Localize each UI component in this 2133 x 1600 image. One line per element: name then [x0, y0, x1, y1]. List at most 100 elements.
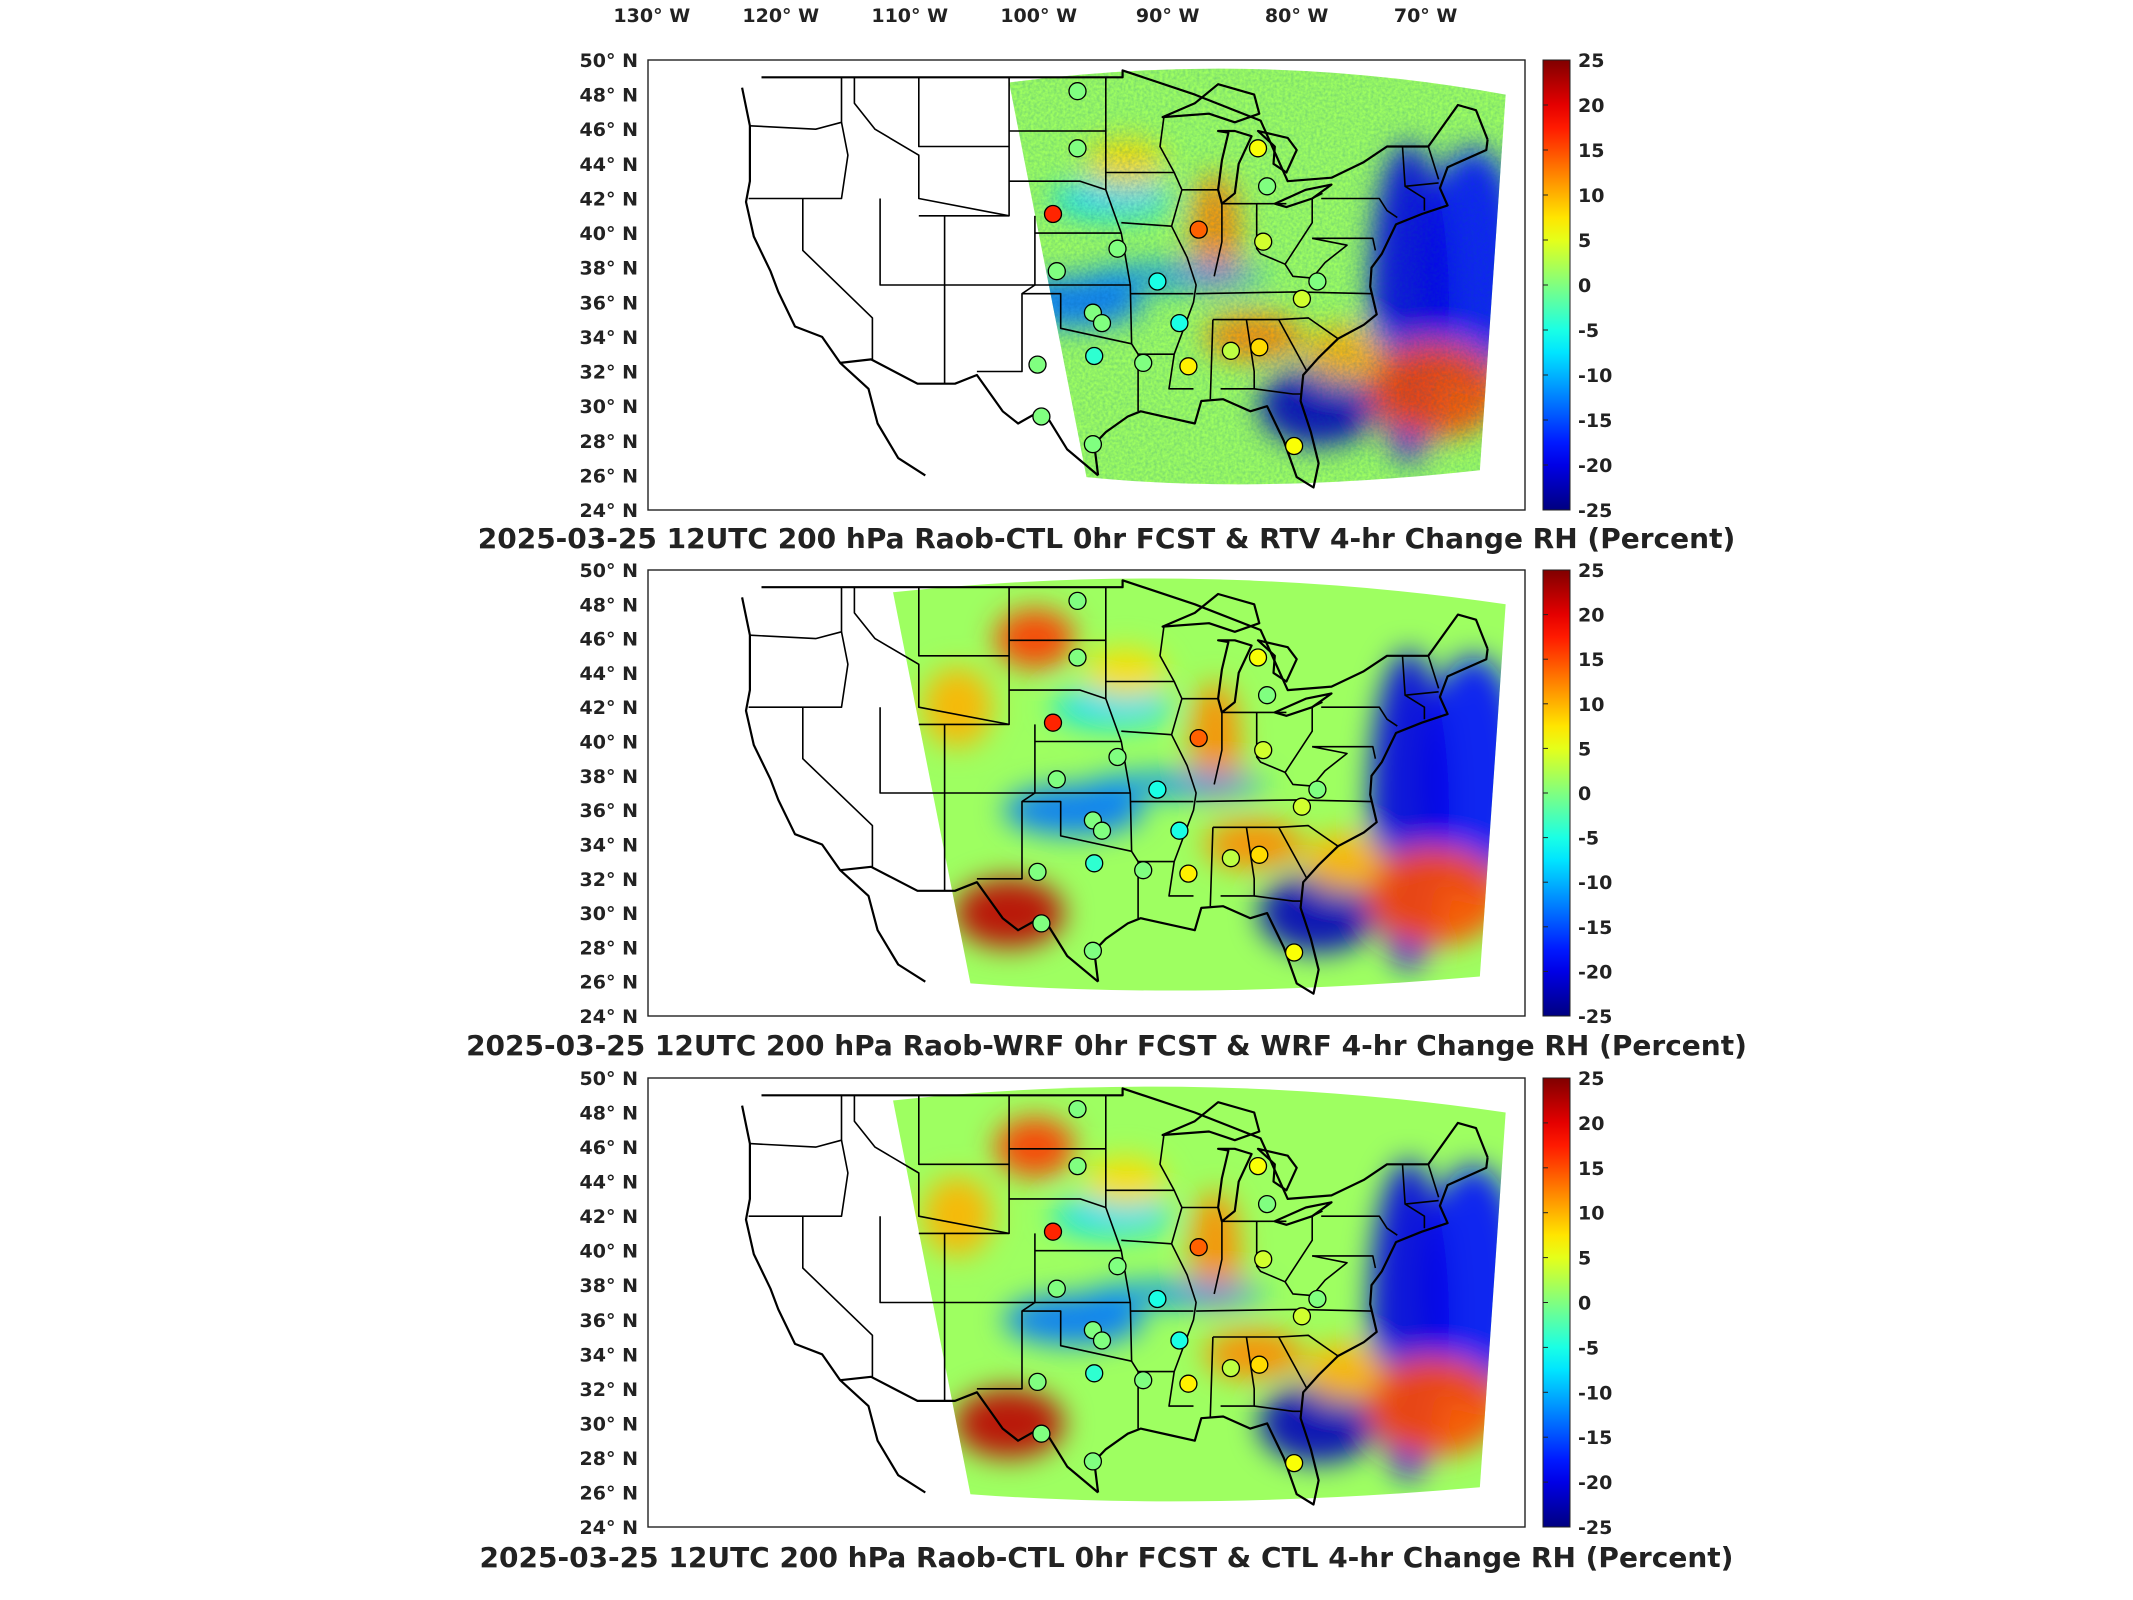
- station-marker: [1134, 861, 1153, 880]
- colorbar-tick-label: -5: [1578, 320, 1599, 342]
- station-marker: [1148, 272, 1167, 291]
- station-marker: [1284, 943, 1304, 962]
- colorbar-tick-label: -10: [1578, 872, 1612, 894]
- station-marker: [1028, 1372, 1047, 1392]
- station-marker: [1085, 346, 1104, 366]
- station-marker: [1170, 313, 1189, 333]
- y-tick-label: 50° N: [580, 1068, 638, 1090]
- station-marker: [1083, 1452, 1103, 1471]
- y-tick-label: 40° N: [580, 1241, 638, 1263]
- panel-3: 50° N 48° N 46° N 44° N 42° N 40° N 38° N 36° N…: [480, 1068, 1734, 1574]
- plot-frame: [647, 59, 1526, 511]
- colorbar-tick-label: 25: [1578, 50, 1604, 72]
- rh-field: [1009, 68, 1506, 485]
- y-tick-label: 26° N: [580, 972, 638, 994]
- station-marker: [1047, 770, 1066, 789]
- map-outlines: [741, 1087, 1489, 1506]
- rh-field: [893, 1086, 1506, 1502]
- station-marker: [1068, 1099, 1087, 1119]
- station-marker: [1068, 82, 1087, 101]
- colorbar-tick-label: -20: [1578, 1472, 1612, 1494]
- colorbar-tick-label: 0: [1578, 275, 1591, 297]
- y-tick-label: 36° N: [580, 1310, 638, 1332]
- y-tick-label: 42° N: [580, 697, 638, 719]
- y-tick-label: 40° N: [580, 732, 638, 754]
- station-marker: [1068, 648, 1087, 667]
- y-tick-label: 28° N: [580, 431, 638, 453]
- station-marker: [1248, 1156, 1268, 1176]
- station-marker: [1170, 821, 1189, 840]
- station-marker: [1254, 232, 1273, 251]
- station-marker: [1085, 1364, 1104, 1383]
- y-tick-label: 48° N: [580, 594, 638, 616]
- y-tick-label: 40° N: [580, 223, 638, 245]
- colorbar-tick-label: -25: [1578, 1006, 1612, 1028]
- station-marker: [1248, 648, 1268, 667]
- colorbar-tick-label: 15: [1578, 649, 1604, 671]
- y-tick-label: 44° N: [580, 1172, 638, 1194]
- y-tick-label: 42° N: [580, 1206, 638, 1228]
- y-tick-label: 46° N: [580, 119, 638, 141]
- colorbar-tick-label: -10: [1578, 1382, 1612, 1404]
- station-marker: [1221, 341, 1241, 360]
- station-marker: [1108, 747, 1127, 767]
- station-marker: [1292, 289, 1312, 308]
- station-marker: [1189, 728, 1208, 748]
- station-marker: [1068, 1156, 1087, 1176]
- station-marker: [1083, 941, 1103, 960]
- station-marker: [1254, 740, 1273, 760]
- station-marker: [1092, 1331, 1112, 1350]
- colorbar-tick-label: 15: [1578, 1158, 1604, 1180]
- station-marker: [1083, 435, 1103, 454]
- station-marker: [1179, 864, 1198, 883]
- panel-2: 50° N 48° N 46° N 44° N 42° N 40° N 38° N 36° N…: [466, 560, 1747, 1062]
- y-tick-label: 50° N: [580, 50, 638, 72]
- colorbar-tick-label: 10: [1578, 694, 1604, 716]
- station-marker: [1248, 139, 1268, 158]
- station-marker: [1092, 821, 1112, 840]
- station-marker: [1043, 713, 1063, 732]
- station-marker: [1308, 1289, 1327, 1309]
- y-tick-label: 38° N: [580, 258, 638, 280]
- y-tick-label: 28° N: [580, 1448, 638, 1470]
- y-tick-label: 26° N: [580, 1482, 638, 1504]
- colorbar-tick-label: 20: [1578, 1113, 1604, 1135]
- station-marker: [1032, 1424, 1051, 1443]
- station-marker: [1221, 849, 1241, 868]
- x-tick-label: 100° W: [1000, 5, 1077, 27]
- station-marker: [1134, 1371, 1153, 1390]
- station-marker: [1047, 262, 1066, 281]
- y-tick-label: 48° N: [580, 85, 638, 107]
- y-tick-label: 44° N: [580, 154, 638, 176]
- y-tick-label: 24° N: [580, 1517, 638, 1539]
- colorbar-tick-label: 25: [1578, 1068, 1604, 1090]
- colorbar-tick-label: -5: [1578, 1337, 1599, 1359]
- station-marker: [1148, 1289, 1167, 1309]
- y-tick-label: 48° N: [580, 1103, 638, 1125]
- map-outlines: [741, 69, 1489, 489]
- station-marker: [1250, 845, 1269, 864]
- panel-1: 50° N 48° N 46° N 44° N 42° N 40° N 38° N 36° N…: [478, 5, 1736, 555]
- colorbar-tick-label: -5: [1578, 828, 1599, 850]
- station-marker: [1257, 1194, 1277, 1214]
- y-tick-label: 32° N: [580, 869, 638, 891]
- station-marker: [1179, 357, 1198, 376]
- station-marker: [1148, 780, 1167, 799]
- colorbar-tick-label: 5: [1578, 1248, 1591, 1270]
- y-tick-label: 30° N: [580, 396, 638, 418]
- y-tick-label: 30° N: [580, 903, 638, 925]
- x-tick-label: 120° W: [742, 5, 819, 27]
- colorbar-tick-label: 25: [1578, 560, 1604, 582]
- station-marker: [1292, 1307, 1312, 1326]
- station-marker: [1257, 686, 1277, 705]
- station-marker: [1043, 204, 1063, 224]
- station-marker: [1308, 272, 1327, 291]
- y-tick-label: 24° N: [580, 500, 638, 522]
- y-tick-label: 42° N: [580, 188, 638, 210]
- station-marker: [1108, 1257, 1127, 1276]
- station-marker: [1068, 139, 1087, 158]
- y-tick-label: 26° N: [580, 465, 638, 487]
- y-tick-label: 36° N: [580, 292, 638, 314]
- y-tick-label: 38° N: [580, 766, 638, 788]
